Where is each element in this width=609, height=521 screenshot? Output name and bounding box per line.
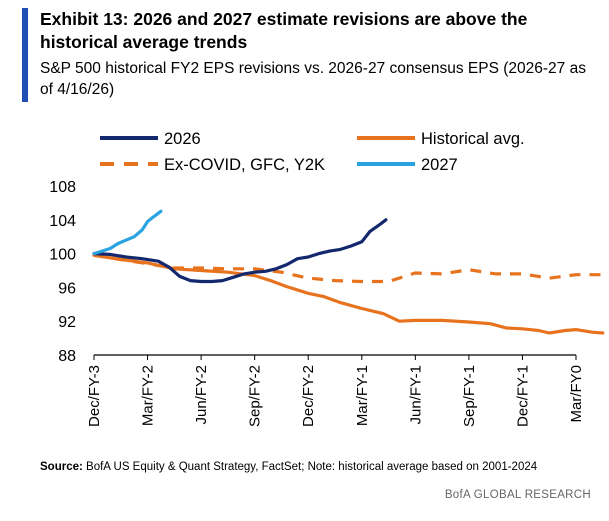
legend-label-2027: 2027 xyxy=(421,156,458,174)
x-tick-label: Mar/FY-1 xyxy=(354,365,371,426)
y-tick-label: 96 xyxy=(58,280,76,297)
x-tick-label: Sep/FY-2 xyxy=(247,365,264,427)
source-text: BofA US Equity & Quant Strategy, FactSet… xyxy=(82,461,538,473)
y-tick-label: 108 xyxy=(49,179,76,196)
y-tick-label: 88 xyxy=(58,348,76,365)
accent-bar xyxy=(22,8,28,102)
legend-label-historical-avg: Historical avg. xyxy=(421,130,525,148)
source-label: Source: xyxy=(40,461,83,473)
x-tick-label: Jun/FY-2 xyxy=(193,365,210,424)
x-tick-label: Dec/FY-3 xyxy=(86,365,103,427)
series-line-2027 xyxy=(92,209,163,256)
x-tick-label: Sep/FY-1 xyxy=(461,365,478,427)
legend-label-ex-covid-gfc-y2k: Ex-COVID, GFC, Y2K xyxy=(164,156,325,174)
y-tick-label: 92 xyxy=(58,314,76,331)
x-tick-label: Dec/FY-1 xyxy=(514,365,531,427)
source-note: Source: BofA US Equity & Quant Strategy,… xyxy=(40,461,537,473)
series-line-2026 xyxy=(92,218,388,284)
x-tick-label: Jun/FY-1 xyxy=(407,365,424,424)
legend-label-2026: 2026 xyxy=(164,130,201,148)
exhibit-subtitle: S&P 500 historical FY2 EPS revisions vs.… xyxy=(40,60,586,98)
exhibit-title: Exhibit 13: 2026 and 2027 estimate revis… xyxy=(40,9,528,52)
x-tick-label: Dec/FY-2 xyxy=(300,365,317,427)
y-tick-label: 104 xyxy=(49,213,76,230)
x-tick-label: Mar/FY-2 xyxy=(140,365,157,426)
brand-label: BofA GLOBAL RESEARCH xyxy=(444,489,591,501)
x-tick-label: Mar/FY0 xyxy=(568,365,585,423)
series-line-historical-avg xyxy=(92,253,605,335)
y-tick-label: 100 xyxy=(49,247,76,264)
